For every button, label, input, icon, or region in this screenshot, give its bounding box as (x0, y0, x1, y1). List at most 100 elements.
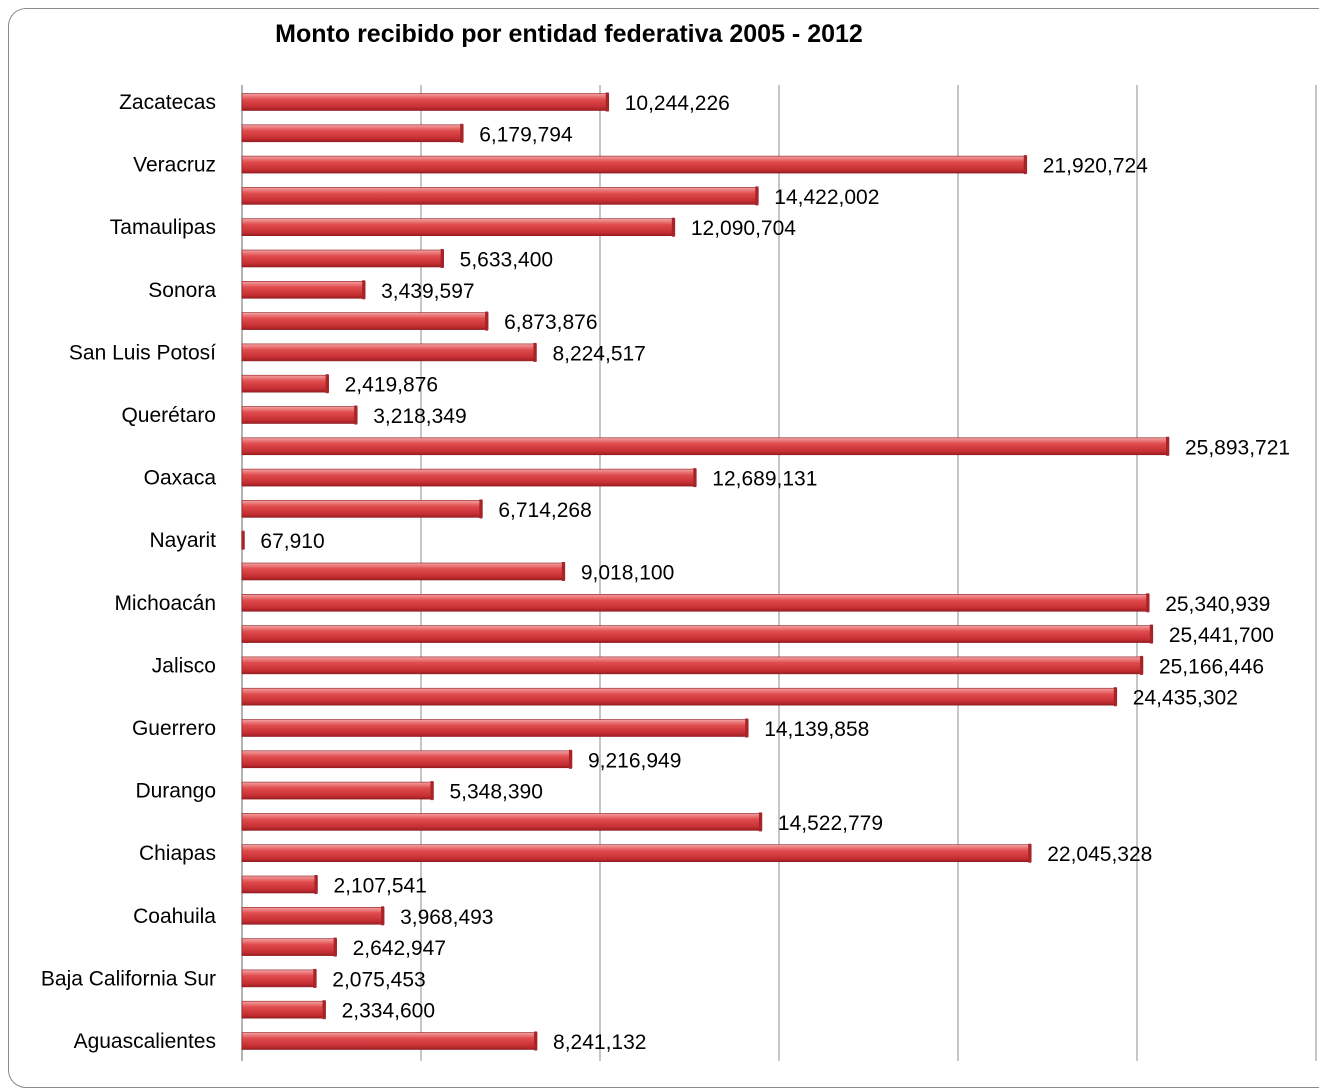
value-label: 5,633,400 (460, 249, 553, 272)
value-label: 25,340,939 (1165, 593, 1270, 616)
bar-endcap (325, 374, 329, 394)
bar (241, 1000, 326, 1019)
bar-endcap (1165, 436, 1169, 456)
bar-endcap (693, 468, 697, 488)
bar (241, 562, 566, 581)
value-label: 3,439,597 (381, 280, 474, 303)
value-label: 25,441,700 (1169, 624, 1274, 647)
bar (241, 656, 1144, 675)
bar-endcap (313, 968, 317, 988)
bar (241, 249, 444, 268)
value-label: 8,224,517 (552, 342, 645, 365)
bar (241, 124, 464, 143)
category-label: Nayarit (149, 529, 216, 552)
bar-endcap (1146, 593, 1150, 613)
value-label: 25,893,721 (1185, 436, 1290, 459)
category-label: Oaxaca (144, 467, 217, 490)
bar-endcap (534, 1031, 538, 1051)
value-label: 25,166,446 (1159, 655, 1264, 678)
bar-endcap (758, 812, 762, 832)
bar-endcap (430, 781, 434, 801)
value-label: 21,920,724 (1043, 155, 1148, 178)
bar (241, 844, 1032, 863)
category-label: Sonora (148, 279, 216, 302)
category-label: Guerrero (132, 717, 216, 740)
value-label: 9,018,100 (581, 562, 674, 585)
bar-endcap (354, 405, 358, 425)
bar (241, 750, 573, 769)
bars (241, 92, 1170, 1051)
bar-endcap (533, 342, 537, 362)
value-label: 67,910 (260, 530, 324, 553)
bar-endcap (241, 530, 245, 550)
bar (241, 719, 749, 737)
value-label: 3,218,349 (373, 405, 466, 428)
bar (241, 468, 697, 487)
value-label: 2,642,947 (353, 937, 446, 960)
value-label: 14,139,858 (764, 718, 869, 741)
value-label: 12,090,704 (691, 217, 796, 240)
value-label: 2,107,541 (333, 875, 426, 898)
bar (241, 343, 537, 362)
value-label: 9,216,949 (588, 749, 681, 772)
bar (241, 437, 1170, 456)
bar (241, 593, 1150, 612)
bar (241, 312, 489, 330)
value-label: 12,689,131 (712, 468, 817, 491)
bar (241, 969, 317, 988)
category-label: Veracruz (133, 154, 216, 177)
bar (241, 155, 1028, 174)
value-label: 2,419,876 (345, 374, 438, 397)
value-label: 6,873,876 (504, 311, 597, 334)
bar (241, 187, 759, 205)
bar-endcap (1023, 155, 1027, 175)
value-label: 14,522,779 (778, 812, 883, 835)
bar (241, 93, 610, 111)
bar-endcap (605, 92, 609, 112)
category-label: Tamaulipas (110, 216, 216, 239)
bar (241, 500, 483, 518)
bar (241, 406, 358, 424)
bar-endcap (362, 280, 366, 300)
bar-chart: Monto recibido por entidad federativa 20… (41, 20, 1317, 1061)
value-label: 2,075,453 (332, 968, 425, 991)
bar (241, 625, 1154, 643)
bar (241, 1032, 538, 1050)
category-label: San Luis Potosí (69, 341, 216, 364)
value-label: 14,422,002 (774, 186, 879, 209)
value-label: 2,334,600 (342, 1000, 435, 1023)
value-label: 24,435,302 (1133, 687, 1238, 710)
bar-endcap (381, 906, 385, 926)
bar (241, 938, 337, 956)
bar-endcap (671, 217, 675, 237)
bar (241, 906, 385, 925)
category-label: Zacatecas (119, 91, 216, 114)
bar-endcap (568, 749, 572, 769)
value-label: 8,241,132 (553, 1031, 646, 1054)
bar (241, 781, 434, 800)
bar (241, 687, 1118, 706)
chart-title: Monto recibido por entidad federativa 20… (275, 20, 863, 48)
value-label: 6,179,794 (479, 123, 573, 146)
bar-endcap (1149, 624, 1153, 644)
bar-endcap (755, 186, 759, 206)
value-label: 22,045,328 (1047, 843, 1152, 866)
bar (241, 280, 366, 299)
category-label: Aguascalientes (74, 1030, 216, 1053)
labels: 10,244,226 Zacatecas 6,179,794 21,920,724 Ve… (41, 91, 1290, 1054)
bar-endcap (561, 562, 565, 581)
value-label: 3,968,493 (400, 906, 493, 929)
category-label: Querétaro (121, 404, 216, 427)
category-label: Jalisco (152, 654, 216, 677)
category-label: Chiapas (139, 842, 216, 865)
bar-endcap (1028, 843, 1032, 863)
category-label: Durango (135, 780, 216, 803)
bar (241, 875, 318, 894)
category-label: Baja California Sur (41, 967, 216, 990)
bar (241, 813, 763, 831)
bar-endcap (479, 499, 483, 519)
value-label: 5,348,390 (449, 781, 542, 804)
value-label: 10,244,226 (625, 92, 730, 115)
bar-endcap (333, 937, 337, 957)
bar (241, 218, 676, 236)
